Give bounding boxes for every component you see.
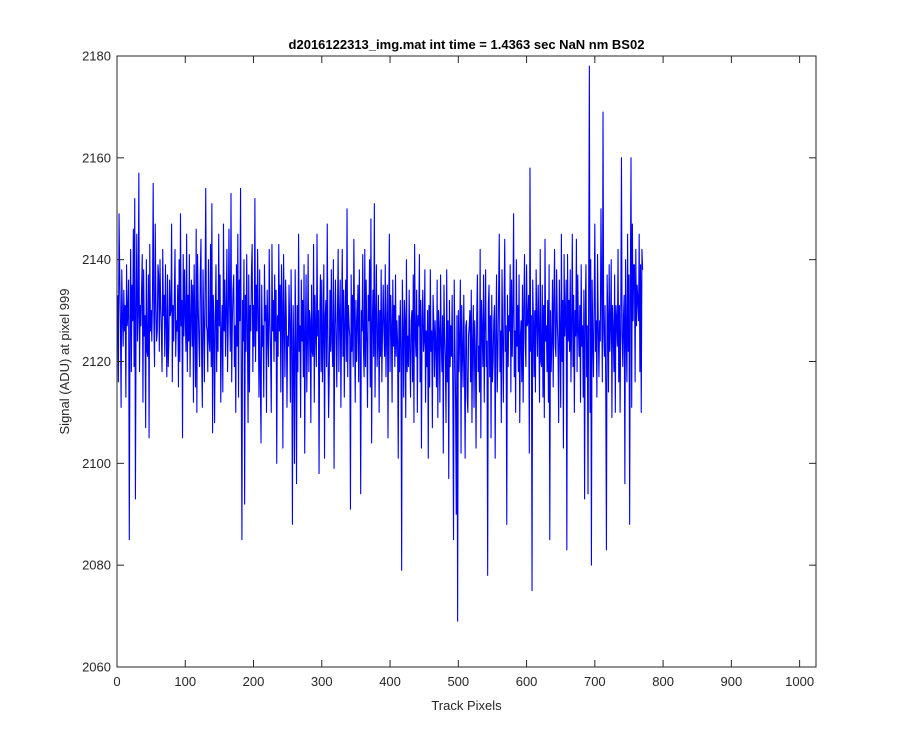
x-tick-label: 700 bbox=[584, 674, 606, 689]
y-axis-label: Signal (ADU) at pixel 999 bbox=[57, 289, 72, 435]
y-tick-label: 2080 bbox=[82, 558, 111, 573]
y-axis: 2060 2080 2100 2120 2140 2160 2180 bbox=[82, 49, 816, 675]
y-tick-label: 2160 bbox=[82, 150, 111, 165]
x-tick-label: 600 bbox=[516, 674, 538, 689]
x-tick-label: 200 bbox=[243, 674, 265, 689]
chart-title: d2016122313_img.mat int time = 1.4363 se… bbox=[289, 37, 645, 52]
y-tick-label: 2100 bbox=[82, 456, 111, 471]
x-tick-label: 500 bbox=[447, 674, 469, 689]
y-tick-label: 2140 bbox=[82, 252, 111, 267]
y-tick-label: 2180 bbox=[82, 49, 111, 64]
x-tick-label: 300 bbox=[311, 674, 333, 689]
x-tick-label: 100 bbox=[174, 674, 196, 689]
series-layer bbox=[117, 65, 644, 622]
x-tick-label: 0 bbox=[113, 674, 120, 689]
x-tick-label: 900 bbox=[721, 674, 743, 689]
x-tick-label: 400 bbox=[379, 674, 401, 689]
y-tick-label: 2120 bbox=[82, 354, 111, 369]
x-tick-label: 1000 bbox=[785, 674, 814, 689]
x-axis-label: Track Pixels bbox=[431, 698, 502, 713]
y-tick-label: 2060 bbox=[82, 660, 111, 675]
series-line bbox=[117, 65, 644, 622]
x-axis: 0 100 200 300 400 500 600 700 800 900 1000 bbox=[113, 56, 814, 689]
x-tick-label: 800 bbox=[652, 674, 674, 689]
